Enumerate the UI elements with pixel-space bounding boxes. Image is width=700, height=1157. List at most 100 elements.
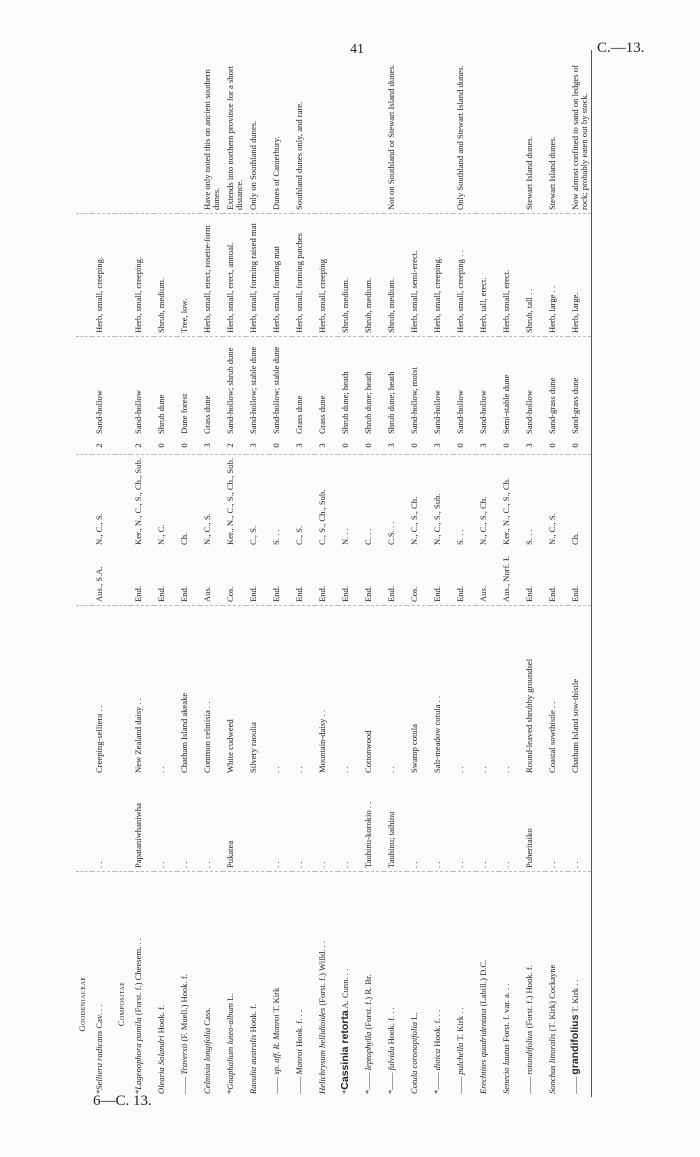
habitat-cell: Sand-hollow	[133, 390, 143, 434]
table-row: Erechtites quadridentata (Labill.) D.C..…	[476, 50, 499, 1097]
species-name: Cotula coronopifolia	[409, 1021, 419, 1094]
habitat-cell: Sand-grass dune	[547, 377, 557, 434]
name-prefix: ——	[570, 1074, 580, 1094]
habitat-cell: Sand-hollow; shrub dune	[225, 347, 235, 434]
english-cell: Silvery raoulia	[248, 722, 258, 773]
habitat-cell: Sand-hollow	[455, 390, 465, 434]
num-cell: 0	[499, 437, 522, 455]
form-cell: Herb, small, creeping.	[131, 213, 154, 337]
rotated-species-table: Goodeniaceae *Selliera radicans Cav. . ..…	[76, 50, 616, 1098]
species-name-cell: —— Traversii (F. Muell.) Hook. f.	[177, 872, 200, 1098]
english-cell: . .	[340, 766, 350, 773]
dist-cell: S. . .	[271, 529, 281, 545]
form-cell: Herb, small, forming patches	[292, 213, 315, 337]
species-name: sp. aff. R. Monroi	[271, 1014, 281, 1075]
table-row: Helichrysum bellidioides (Forst. f.) Wil…	[315, 50, 338, 1097]
english-cell: Round-leaved shrubby groundsel	[524, 658, 534, 773]
remarks-cell	[407, 50, 430, 214]
remarks-cell	[430, 50, 453, 214]
dist-cell: S. . .	[455, 529, 465, 545]
num-cell: 3	[384, 437, 407, 455]
habitat-cell: Shrub dune; heath	[386, 371, 396, 434]
species-name-cell: *Cassinia retorta A. Cunn. . .	[338, 872, 361, 1098]
maori-cell: Papataniwhaniwha	[131, 776, 154, 872]
form-cell: Tree, low.	[177, 213, 200, 337]
table-row: *—— fulvida Hook. f. . . Tauhinu; taihinu…	[384, 50, 407, 1097]
num-cell: 0	[338, 437, 361, 455]
habitat-cell: Grass dune	[294, 395, 304, 434]
form-cell: Herb, small, creeping.	[92, 213, 115, 337]
species-author: (Forst. f.) Cheesem. . .	[133, 938, 143, 1016]
species-name-cell: Helichrysum bellidioides (Forst. f.) Wil…	[315, 872, 338, 1098]
name-prefix: *——	[432, 1070, 442, 1094]
name-prefix: ——	[455, 1074, 465, 1094]
species-author: T. Kirk . .	[570, 979, 580, 1013]
remarks-cell	[92, 50, 115, 214]
species-name-cell: —— grandifolius T. Kirk . .	[568, 872, 592, 1098]
form-cell: Shrub, tall . .	[522, 213, 545, 337]
remarks-cell: Only on Southland dunes.	[246, 50, 269, 214]
species-name-cell: *Selliera radicans Cav. . .	[92, 872, 115, 1098]
maori-cell	[246, 776, 269, 872]
status-cell: End.	[568, 548, 592, 606]
english-cell: Coastal sowthistle . .	[547, 701, 557, 773]
species-name: fulvida	[386, 1046, 396, 1071]
species-name-cell: —— pulchella T. Kirk . .	[453, 872, 476, 1098]
species-name-cell: Raoulia australis Hook. f.	[246, 872, 269, 1098]
form-cell: Shrub, medium.	[361, 213, 384, 337]
habitat-cell: Semi-stable dune	[501, 374, 511, 434]
dist-cell: N., C., S.	[547, 513, 557, 545]
form-cell: Herb, small, erect, rosette-form	[200, 213, 223, 337]
habitat-cell: Grass dune	[202, 395, 212, 434]
habitat-cell: Sand-hollow	[94, 390, 104, 434]
form-cell: Herb, small, erect, annual.	[223, 213, 246, 337]
status-cell: End.	[384, 548, 407, 606]
status-cell: End.	[338, 548, 361, 606]
num-cell: 2	[131, 437, 154, 455]
form-cell: Herb, small, creeping . .	[453, 213, 476, 337]
species-name: Olearia Solandri	[156, 1035, 166, 1095]
habitat-cell: Shrub dune; heath	[340, 371, 350, 434]
dist-cell: C., S.	[294, 525, 304, 545]
english-cell: New Zealand daisy . .	[133, 698, 143, 773]
species-name-cell: *Lagenophora pumila (Forst. f.) Cheesem.…	[131, 872, 154, 1098]
remarks-cell: Extends into northern province for a sho…	[223, 50, 246, 214]
status-cell: End.	[361, 548, 384, 606]
english-cell: Mountain-daisy . .	[317, 709, 327, 773]
species-name-cell: Senecio lautus Forst. f. var. a. . .	[499, 872, 522, 1098]
species-name: Cassinia retorta	[339, 1010, 351, 1090]
num-cell: 0	[154, 437, 177, 455]
name-prefix: ——	[524, 1074, 534, 1094]
name-prefix: *——	[363, 1070, 373, 1094]
species-author: Hook. f.	[156, 1004, 166, 1034]
maori-cell: . .	[407, 776, 430, 872]
species-name: Lagenophora pumila	[133, 1017, 143, 1090]
remarks-cell: Southland dunes only, and rare.	[292, 50, 315, 214]
species-name-cell: *Gnaphalium luteo-album L.	[223, 872, 246, 1098]
species-name: Helichrysum bellidioides	[317, 1007, 327, 1094]
species-author: (T. Kirk) Cockayne	[547, 964, 557, 1032]
maori-cell: . .	[269, 776, 292, 872]
species-name: Senecio lautus	[501, 1044, 511, 1094]
table-row: —— Monroi Hook. f. . .. .. . End. C., S. 3 G…	[292, 50, 315, 1097]
species-name-cell: Cotula coronopifolia L.	[407, 872, 430, 1098]
page-number: 41	[350, 42, 364, 57]
species-name: Erechtites quadridentata	[478, 1008, 488, 1094]
habitat-cell: Sand-hollow; stable dune	[271, 346, 281, 434]
num-cell: 2	[223, 437, 246, 455]
name-prefix: *——	[386, 1070, 396, 1094]
table-row: —— Traversii (F. Muell.) Hook. f.. . Chat…	[177, 50, 200, 1097]
remarks-cell	[476, 50, 499, 214]
remarks-cell	[338, 50, 361, 214]
dist-cell: C. . .	[363, 528, 373, 545]
status-cell: End.	[545, 548, 568, 606]
maori-cell: . .	[200, 776, 223, 872]
species-author: L.	[225, 993, 235, 1001]
habitat-cell: Grass dune	[317, 395, 327, 434]
dist-cell: N., C., S.	[94, 513, 104, 545]
table-row: Senecio lautus Forst. f. var. a. . .. ..…	[499, 50, 522, 1097]
num-cell: 2	[92, 437, 115, 455]
table-row: —— grandifolius T. Kirk . .. . Chatham Is…	[568, 50, 592, 1097]
species-name-cell: Celmisia longifolia Cass.	[200, 872, 223, 1098]
form-cell: Herb, small, erect.	[499, 213, 522, 337]
